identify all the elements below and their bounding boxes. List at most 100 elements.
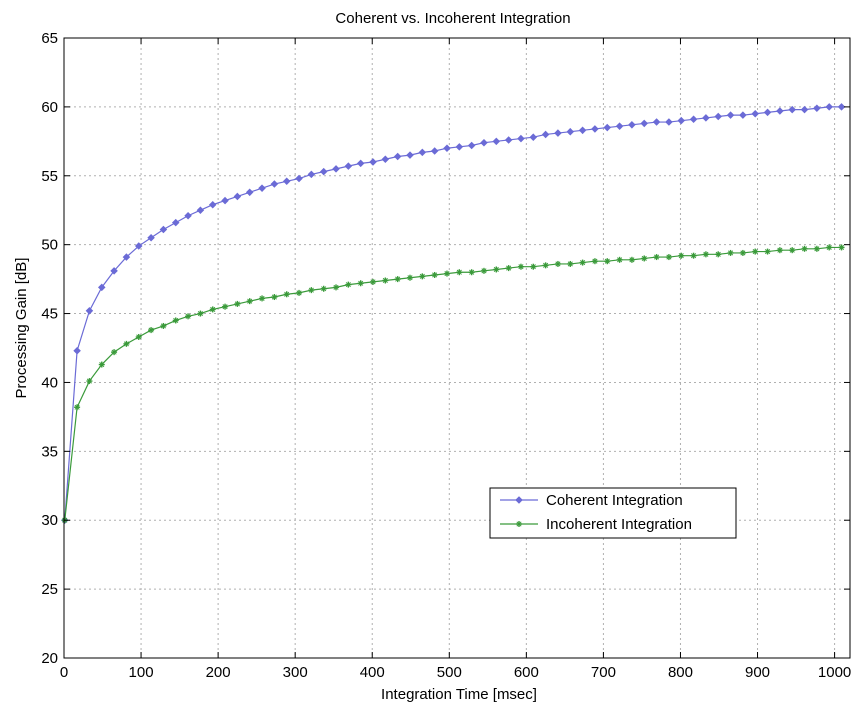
incoherent-integration-point (752, 248, 759, 255)
coherent-integration-point (689, 115, 698, 124)
incoherent-integration-point (616, 256, 623, 263)
incoherent-integration-point (271, 294, 278, 301)
coherent-integration-point (455, 143, 464, 151)
star-stroke (407, 275, 413, 281)
x-tick-label: 600 (514, 664, 539, 681)
star-stroke (814, 246, 820, 252)
incoherent-integration-point (826, 244, 833, 251)
incoherent-integration-point (678, 252, 685, 259)
star-stroke (321, 286, 327, 292)
incoherent-integration-point (641, 255, 648, 262)
star-stroke (296, 290, 302, 296)
legend-marker (515, 496, 523, 504)
coherent-integration-point (381, 155, 390, 164)
coherent-integration-point (282, 177, 291, 186)
coherent-integration-point (603, 123, 612, 132)
star-stroke (358, 280, 364, 286)
coherent-integration-point (134, 242, 143, 250)
star-stroke (234, 301, 240, 307)
incoherent-integration-point (98, 361, 105, 368)
coherent-integration-point (73, 346, 81, 355)
coherent-integration-point (751, 110, 759, 118)
incoherent-integration-point (542, 262, 549, 269)
star-stroke (715, 251, 721, 257)
star-stroke (210, 306, 216, 312)
incoherent-integration-series (61, 244, 845, 524)
star-stroke (703, 251, 709, 257)
coherent-integration-point (307, 170, 316, 179)
incoherent-integration-point (406, 274, 413, 281)
coherent-integration-point (492, 137, 501, 146)
star-stroke (74, 404, 80, 410)
coherent-integration-point (418, 148, 427, 157)
coherent-integration-point (393, 152, 402, 161)
x-tick-label: 300 (283, 664, 308, 681)
legend: Coherent Integration Incoherent Integrati… (489, 487, 737, 539)
coherent-integration-point (332, 165, 340, 173)
star-stroke (777, 247, 783, 253)
coherent-integration-point (196, 206, 205, 214)
star-stroke (764, 249, 771, 255)
x-tick-labels: 0 100 200 300 400 500 600 700 800 900 1000 (60, 664, 851, 681)
coherent-integration-point (245, 188, 254, 197)
coherent-integration-point (159, 225, 168, 234)
y-tick-label: 50 (41, 237, 58, 254)
coherent-integration-point (85, 307, 94, 315)
coherent-integration-point (813, 104, 821, 113)
star-stroke (123, 341, 129, 347)
incoherent-integration-point (345, 281, 352, 288)
y-tick-label: 60 (41, 99, 58, 116)
incoherent-integration-point (480, 267, 487, 274)
coherent-integration-point (295, 174, 303, 183)
x-tick-label: 100 (129, 664, 154, 681)
incoherent-integration-point (443, 270, 450, 277)
star-stroke (555, 261, 561, 267)
incoherent-integration-point (764, 248, 771, 255)
star-stroke (148, 327, 154, 333)
coherent-integration-point (591, 125, 599, 133)
incoherent-integration-point (246, 298, 253, 305)
star-stroke (678, 253, 684, 259)
grid-lines (64, 38, 850, 658)
coherent-integration-point (430, 147, 439, 155)
incoherent-integration-point (727, 249, 734, 256)
star-stroke (629, 257, 635, 263)
star-stroke (86, 378, 92, 384)
incoherent-integration-point (86, 378, 93, 385)
plot-frame (63, 37, 851, 659)
coherent-integration-point (97, 283, 106, 292)
incoherent-integration-point (702, 251, 709, 258)
star-stroke (740, 250, 746, 256)
star-stroke (604, 258, 610, 264)
star-stroke (789, 247, 795, 253)
star-stroke (185, 313, 191, 319)
coherent-integration-line (64, 106, 842, 521)
x-tick-label: 900 (745, 664, 770, 681)
legend-item-coherent-integration: Coherent Integration (500, 492, 683, 509)
coherent-integration-point (677, 116, 686, 125)
star-stroke (691, 253, 697, 259)
y-tick-label: 35 (41, 443, 58, 460)
incoherent-integration-point (382, 277, 389, 284)
incoherent-integration-point (493, 266, 500, 273)
incoherent-integration-point (185, 313, 192, 320)
series-layer (61, 103, 846, 524)
incoherent-integration-point (690, 252, 697, 259)
coherent-integration-point (776, 107, 784, 115)
star-stroke (432, 272, 438, 278)
incoherent-integration-point (838, 244, 845, 251)
incoherent-integration-point (665, 254, 672, 261)
star-stroke (222, 304, 228, 310)
incoherent-integration-point (567, 260, 574, 267)
incoherent-integration-point (579, 259, 586, 266)
incoherent-integration-point (160, 322, 167, 329)
incoherent-integration-point (370, 278, 377, 285)
star-stroke (469, 269, 475, 275)
coherent-integration-point (566, 127, 575, 136)
star-stroke (99, 361, 105, 368)
incoherent-integration-point (74, 404, 81, 411)
incoherent-integration-point (320, 285, 327, 292)
coherent-integration-point (763, 108, 772, 117)
incoherent-integration-point (530, 263, 537, 270)
incoherent-integration-point (739, 249, 746, 256)
